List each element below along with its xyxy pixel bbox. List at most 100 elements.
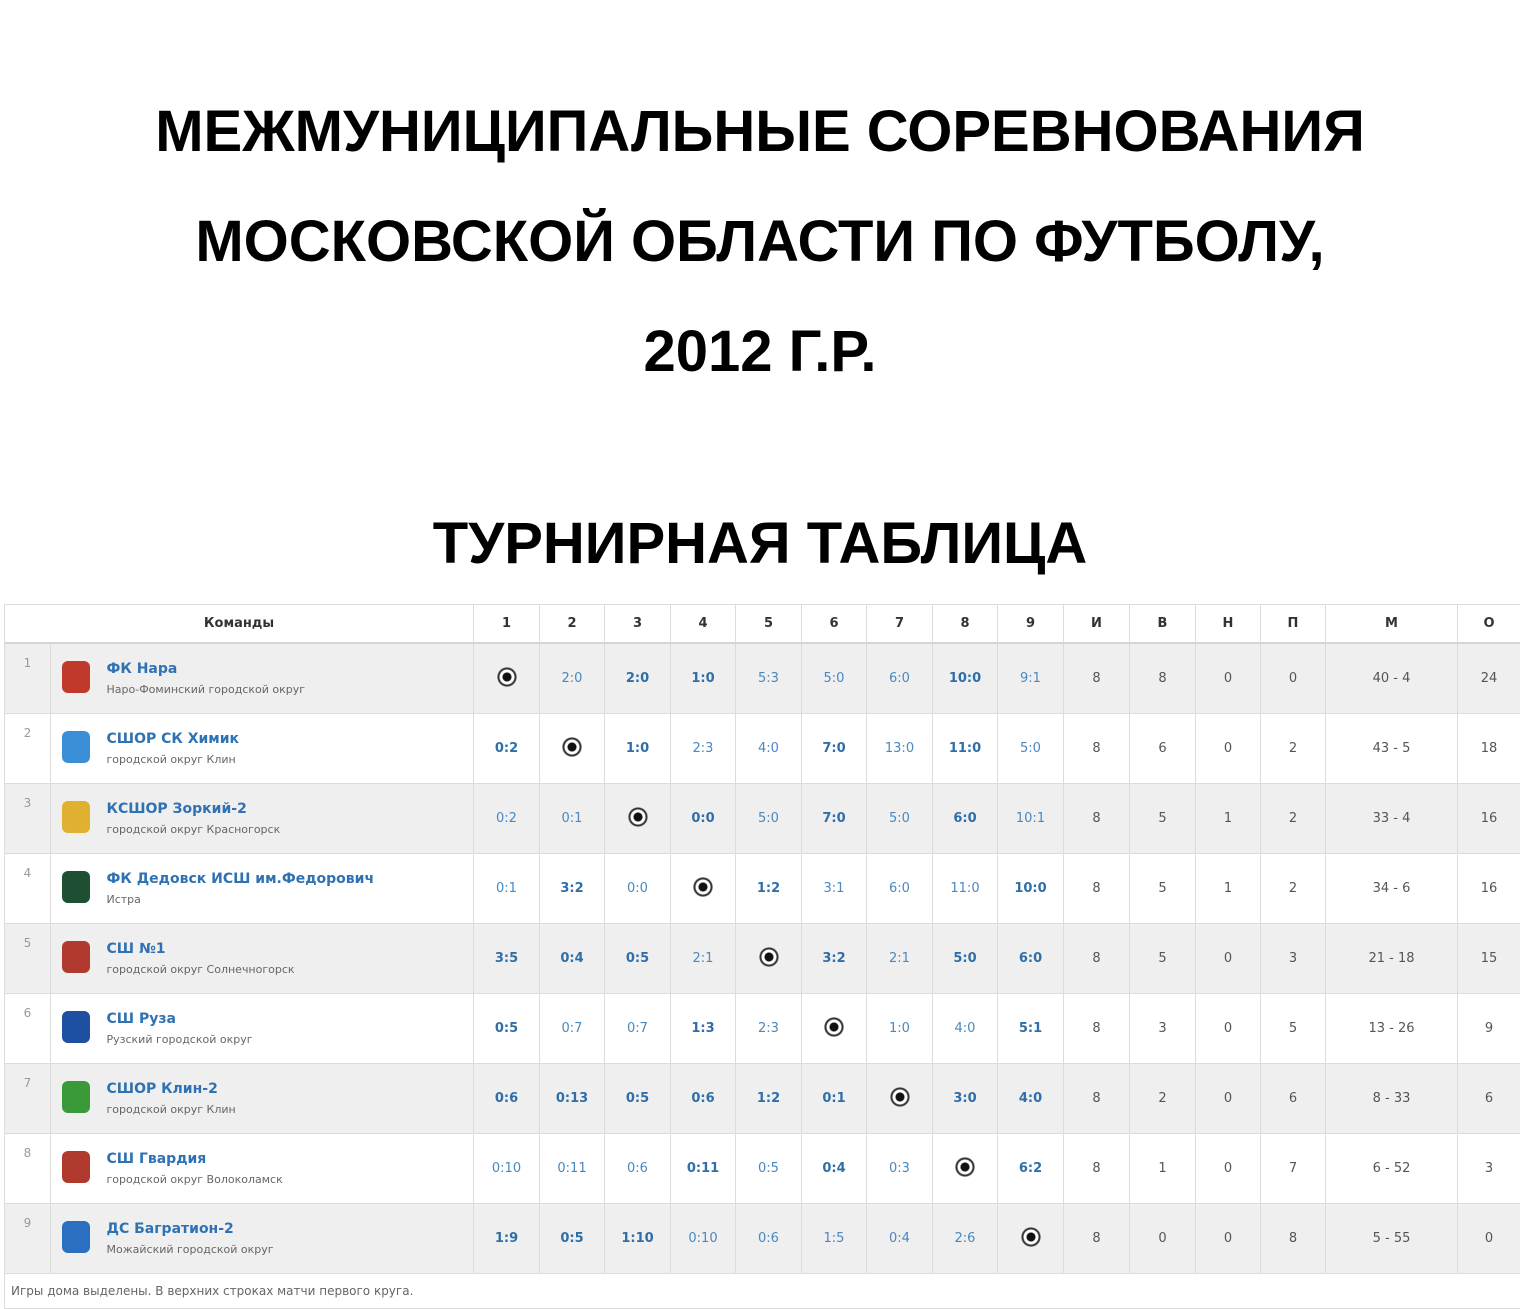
match-score[interactable]: 0:0 [671,784,736,854]
match-score[interactable]: 0:5 [736,1134,802,1204]
match-score[interactable]: 0:6 [605,1134,671,1204]
match-score[interactable]: 0:11 [671,1134,736,1204]
match-score[interactable]: 0:4 [540,924,605,994]
match-score[interactable]: 0:10 [474,1134,540,1204]
match-score[interactable]: 0:5 [605,924,671,994]
stat-value: 0 [1261,643,1326,714]
match-score[interactable]: 3:5 [474,924,540,994]
team-name-link[interactable]: КСШОР Зоркий-2 [107,801,474,817]
match-score[interactable]: 0:7 [605,994,671,1064]
team-logo-icon [62,1011,90,1043]
match-score[interactable]: 0:3 [867,1134,933,1204]
match-score[interactable]: 11:0 [933,854,998,924]
match-score[interactable]: 1:3 [671,994,736,1064]
match-score[interactable]: 0:5 [474,994,540,1064]
match-score[interactable]: 6:2 [998,1134,1064,1204]
match-score[interactable]: 2:6 [933,1204,998,1274]
team-name-link[interactable]: СШОР Клин-2 [107,1081,474,1097]
stat-value: 34 - 6 [1326,854,1458,924]
match-score[interactable]: 0:1 [802,1064,867,1134]
match-score[interactable]: 6:0 [867,854,933,924]
match-score[interactable]: 0:4 [802,1134,867,1204]
team-name-link[interactable]: ФК Нара [107,661,474,677]
team-name-link[interactable]: СШ Гвардия [107,1151,474,1167]
match-score[interactable]: 0:6 [736,1204,802,1274]
match-score[interactable]: 2:0 [540,643,605,714]
match-score[interactable]: 0:5 [605,1064,671,1134]
team-city: Наро-Фоминский городской округ [107,683,474,696]
team-logo-icon [62,941,90,973]
match-score[interactable]: 0:1 [540,784,605,854]
match-score[interactable]: 3:1 [802,854,867,924]
match-score[interactable]: 0:2 [474,714,540,784]
match-score[interactable]: 2:1 [671,924,736,994]
match-score[interactable]: 10:0 [933,643,998,714]
match-score[interactable]: 1:2 [736,854,802,924]
match-score[interactable]: 0:4 [867,1204,933,1274]
match-score[interactable]: 7:0 [802,784,867,854]
match-score[interactable]: 1:9 [474,1204,540,1274]
match-score[interactable]: 0:13 [540,1064,605,1134]
team-name-link[interactable]: СШ №1 [107,941,474,957]
match-score[interactable]: 5:0 [736,784,802,854]
match-score[interactable]: 5:1 [998,994,1064,1064]
stat-value: 43 - 5 [1326,714,1458,784]
match-score[interactable]: 6:0 [867,643,933,714]
match-score[interactable]: 5:0 [933,924,998,994]
match-score[interactable]: 3:2 [540,854,605,924]
match-score[interactable]: 1:10 [605,1204,671,1274]
self-cell [802,994,867,1064]
match-score[interactable]: 10:1 [998,784,1064,854]
match-score[interactable]: 0:2 [474,784,540,854]
match-score[interactable]: 3:0 [933,1064,998,1134]
match-score[interactable]: 2:1 [867,924,933,994]
match-score[interactable]: 10:0 [998,854,1064,924]
match-score[interactable]: 0:5 [540,1204,605,1274]
match-score[interactable]: 11:0 [933,714,998,784]
match-score[interactable]: 0:6 [671,1064,736,1134]
match-score[interactable]: 4:0 [736,714,802,784]
team-name-link[interactable]: СШ Руза [107,1011,474,1027]
logo-cell [51,1064,101,1134]
match-score[interactable]: 7:0 [802,714,867,784]
match-score[interactable]: 2:3 [671,714,736,784]
stat-value: 8 [1064,784,1130,854]
match-score[interactable]: 2:0 [605,643,671,714]
stat-value: 5 [1130,854,1196,924]
logo-cell [51,784,101,854]
stat-value: 16 [1458,784,1520,854]
stat-value: 8 [1064,854,1130,924]
match-score[interactable]: 5:0 [867,784,933,854]
match-score[interactable]: 3:2 [802,924,867,994]
header-stat: Н [1196,605,1261,644]
match-score[interactable]: 0:11 [540,1134,605,1204]
soccer-ball-icon [759,947,779,967]
match-score[interactable]: 0:1 [474,854,540,924]
match-score[interactable]: 5:0 [802,643,867,714]
match-score[interactable]: 0:10 [671,1204,736,1274]
match-score[interactable]: 4:0 [998,1064,1064,1134]
match-score[interactable]: 13:0 [867,714,933,784]
match-score[interactable]: 1:0 [867,994,933,1064]
team-name-link[interactable]: ФК Дедовск ИСШ им.Федорович [107,871,474,887]
match-score[interactable]: 6:0 [933,784,998,854]
match-score[interactable]: 1:5 [802,1204,867,1274]
match-score[interactable]: 5:0 [998,714,1064,784]
match-score[interactable]: 0:0 [605,854,671,924]
team-name-link[interactable]: СШОР СК Химик [107,731,474,747]
match-score[interactable]: 2:3 [736,994,802,1064]
match-score[interactable]: 6:0 [998,924,1064,994]
match-score[interactable]: 1:2 [736,1064,802,1134]
stat-value: 6 [1261,1064,1326,1134]
match-score[interactable]: 5:3 [736,643,802,714]
match-score[interactable]: 1:0 [671,643,736,714]
team-name-link[interactable]: ДС Багратион-2 [107,1221,474,1237]
match-score[interactable]: 0:6 [474,1064,540,1134]
match-score[interactable]: 1:0 [605,714,671,784]
match-score[interactable]: 4:0 [933,994,998,1064]
match-score[interactable]: 9:1 [998,643,1064,714]
stat-value: 0 [1196,994,1261,1064]
match-score[interactable]: 0:7 [540,994,605,1064]
